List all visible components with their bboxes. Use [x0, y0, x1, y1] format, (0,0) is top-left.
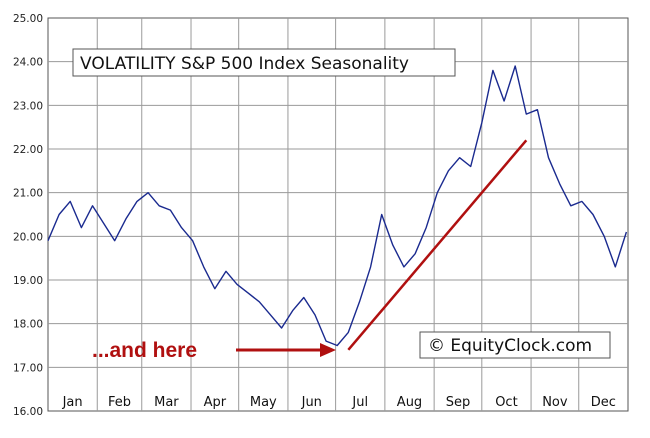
y-tick-label: 17.00 [13, 362, 43, 374]
plot-area-frame [47, 17, 629, 412]
y-tick-label: 25.00 [13, 13, 43, 25]
x-tick-label: Aug [397, 395, 422, 410]
y-tick-label: 20.00 [13, 231, 43, 243]
x-axis-tick-labels: Jan Feb Mar Apr May Jun Jul Aug Sep Oct Nov Dec [62, 395, 616, 410]
series-layer [47, 65, 628, 351]
y-axis-tick-labels: 16.00 17.00 18.00 19.00 20.00 21.00 22.00 23.00… [13, 13, 43, 418]
watermark-box: © EquityClock.com [419, 331, 611, 359]
watermark-frame [419, 331, 611, 359]
x-tick-label: Feb [108, 395, 131, 410]
annotation-text: ...and here [92, 339, 197, 362]
y-tick-label: 24.00 [13, 57, 43, 69]
x-tick-label: Dec [591, 395, 616, 410]
x-tick-label: Jun [301, 395, 322, 410]
chart-title: VOLATILITY S&P 500 Index Seasonality [80, 54, 409, 74]
y-tick-label: 19.00 [13, 275, 43, 287]
annotation: ...and here [92, 339, 336, 362]
y-tick-label: 16.00 [13, 406, 43, 418]
y-tick-label: 18.00 [13, 319, 43, 331]
x-tick-label: Mar [154, 395, 179, 410]
x-tick-label: Oct [495, 395, 517, 410]
watermark-text: © EquityClock.com [428, 336, 592, 356]
x-tick-label: May [250, 395, 277, 410]
x-tick-label: Apr [204, 395, 227, 410]
y-tick-label: 22.00 [13, 144, 43, 156]
series-line [47, 65, 628, 347]
y-tick-label: 21.00 [13, 188, 43, 200]
y-tick-label: 23.00 [13, 100, 43, 112]
title-box: VOLATILITY S&P 500 Index Seasonality [72, 48, 456, 77]
trend-line [347, 139, 528, 351]
x-tick-label: Sep [446, 395, 471, 410]
x-tick-label: Jul [351, 395, 368, 410]
title-frame [72, 48, 456, 77]
x-tick-label: Jan [62, 395, 83, 410]
annotation-arrow-head [320, 343, 336, 357]
grid-layer [48, 18, 628, 411]
x-tick-label: Nov [542, 395, 568, 410]
